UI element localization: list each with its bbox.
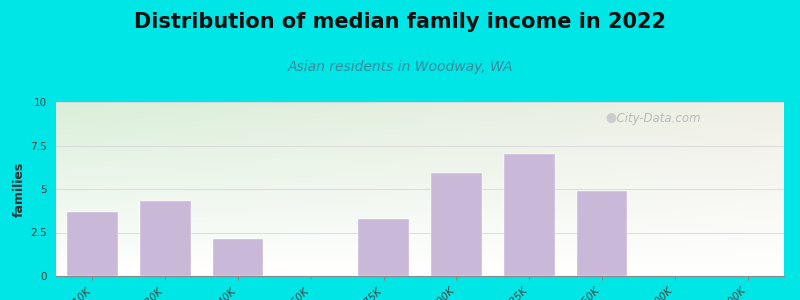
Text: City-Data.com: City-Data.com bbox=[610, 112, 701, 125]
Text: Distribution of median family income in 2022: Distribution of median family income in … bbox=[134, 12, 666, 32]
Bar bbox=[140, 201, 190, 276]
Y-axis label: families: families bbox=[13, 161, 26, 217]
Bar bbox=[213, 239, 263, 276]
Text: ⬤: ⬤ bbox=[606, 112, 617, 123]
Bar bbox=[577, 191, 627, 276]
Bar bbox=[504, 154, 554, 276]
Bar bbox=[67, 212, 118, 276]
Text: Asian residents in Woodway, WA: Asian residents in Woodway, WA bbox=[287, 60, 513, 74]
Bar bbox=[358, 219, 409, 276]
Bar bbox=[431, 173, 482, 276]
